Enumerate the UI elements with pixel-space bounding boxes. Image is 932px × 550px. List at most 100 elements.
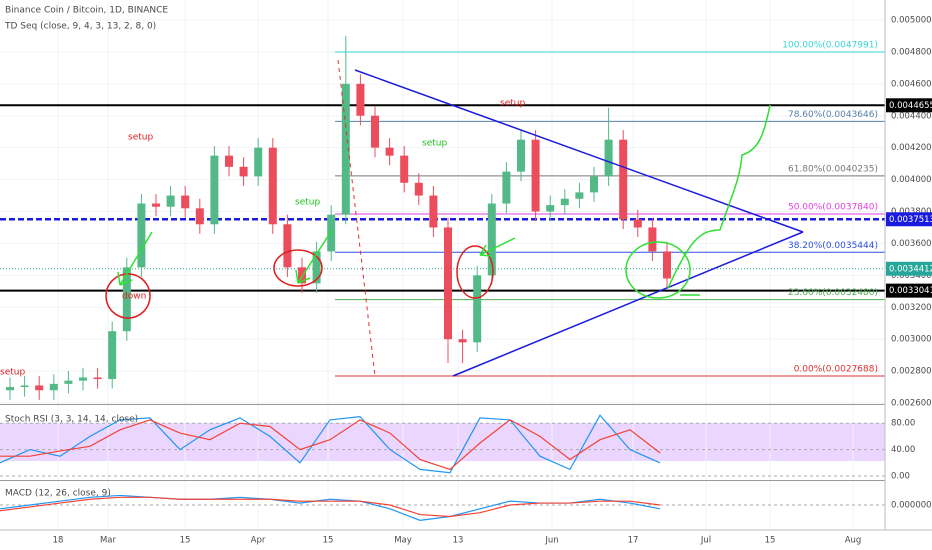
candle-body (79, 377, 87, 381)
candle-body (137, 203, 146, 268)
marks (0, 35, 885, 521)
arrow (295, 229, 333, 284)
pane-separator (0, 480, 885, 481)
annotation: down (122, 292, 146, 302)
candle-body (108, 331, 117, 380)
candle-body (152, 203, 160, 207)
x-tick-label: Jun (544, 536, 558, 546)
y-tick-label: 0.00 (891, 472, 910, 482)
circle (456, 245, 494, 299)
candle-body (663, 251, 671, 279)
x-tick-label: 15 (323, 536, 334, 546)
circle (105, 273, 151, 319)
y-tick-label: 0.0000000 (891, 501, 932, 511)
candle-body (429, 195, 438, 228)
candle-body (444, 227, 452, 340)
candle-body (195, 208, 204, 225)
stoch-title: Stoch RSI (3, 3, 14, 14, close) (5, 415, 138, 425)
fib-label: 61.80%(0.0040235) (788, 164, 878, 174)
x-tick-label: 17 (628, 536, 639, 546)
x-tick-label: 13 (453, 536, 464, 546)
annotation: setup (500, 99, 525, 109)
candle-body (93, 377, 102, 380)
indicator-line (0, 414, 661, 474)
y-tick-label: 80.00 (891, 419, 915, 429)
candle-body (283, 224, 292, 268)
triangle-bottom (452, 231, 804, 377)
drawings (0, 0, 932, 531)
candle-body (210, 155, 219, 225)
x-tick-label: Mar (100, 536, 117, 546)
candle-body (356, 83, 365, 116)
x-tick-label: May (394, 536, 412, 546)
candle-body (64, 380, 73, 384)
indicator-line (0, 419, 661, 471)
candle-body (546, 205, 555, 212)
fib-label: 100.00%(0.0047991) (782, 41, 878, 51)
x-tick-label: 15 (765, 536, 776, 546)
annotation: setup (422, 139, 447, 149)
candle-body (225, 155, 233, 167)
candle-body (371, 115, 379, 148)
candle-body (254, 147, 263, 177)
x-tick-label: Aug (845, 536, 862, 546)
candle-body (560, 198, 569, 206)
arrow (479, 237, 516, 257)
candle-body (575, 192, 584, 199)
fib-label: 38.20%(0.0035444) (788, 241, 878, 251)
fib-label: 23.60%(0.0032480) (788, 288, 878, 298)
annotation: setup (0, 368, 25, 378)
candle-body (590, 176, 598, 193)
candle-body (414, 182, 423, 196)
arrow-path (667, 104, 771, 289)
candle-body (35, 385, 44, 391)
grid (0, 0, 885, 530)
annotation: setup (128, 133, 153, 143)
candle-body (166, 195, 175, 207)
candle-body (49, 383, 58, 391)
candle-body (619, 139, 628, 220)
y-tick-label: 40.00 (891, 445, 915, 455)
level-tag (886, 212, 932, 227)
candle-body (341, 83, 350, 215)
circle (273, 249, 323, 287)
indicator-line (0, 496, 661, 518)
fib-label: 78.60%(0.0043646) (788, 110, 878, 120)
macd-title: MACD (12, 26, close, 9) (5, 489, 111, 499)
candle-body (648, 227, 657, 252)
candle-body (6, 387, 14, 391)
candle-body (122, 267, 131, 332)
candle-body (312, 251, 321, 284)
fib-label: 50.00%(0.0037840) (788, 203, 878, 213)
level-label: 0.0034412 (889, 264, 932, 274)
x-tick-label: 15 (180, 536, 191, 546)
candle-body (268, 147, 277, 225)
level-tag (886, 283, 932, 298)
annotation: setup (295, 198, 320, 208)
candle-body (633, 219, 642, 228)
candle-body (181, 195, 190, 209)
stoch-band (0, 423, 885, 461)
level-label: 0.0037513 (889, 215, 932, 225)
circle (625, 241, 691, 299)
candle-body (327, 214, 336, 252)
y-tick-label: 0.0026000 (891, 399, 932, 409)
candle-body (400, 155, 409, 183)
arrow (117, 231, 153, 286)
x-tick-label: Jul (700, 536, 711, 546)
pane-separator (0, 404, 885, 405)
level-tag (886, 98, 932, 113)
candle-body (239, 166, 248, 177)
level-tag (886, 261, 932, 276)
indicator-title: TD Seq (close, 9, 4, 3, 13, 2, 8, 0) (4, 22, 156, 32)
